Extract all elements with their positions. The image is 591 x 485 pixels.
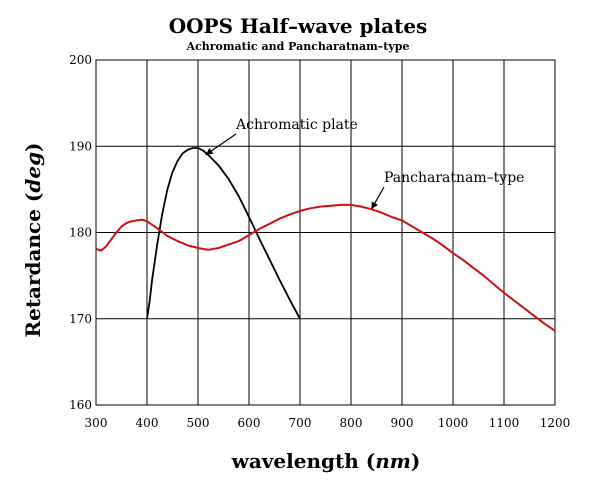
x-tick-label: 1200 [540, 416, 571, 430]
y-tick-label: 170 [69, 312, 92, 326]
y-tick-labels: 160 170 180 190 200 [69, 53, 92, 412]
y-tick-label: 190 [69, 139, 92, 153]
plot-frame [95, 59, 556, 406]
x-tick-label: 1000 [438, 416, 469, 430]
x-tick-label: 900 [391, 416, 414, 430]
chart-title: OOPS Half–wave plates [169, 14, 428, 38]
y-axis-label: Retardance (deg) [21, 142, 45, 337]
chart-subtitle: Achromatic and Pancharatnam–type [186, 40, 410, 53]
x-axis-unit: nm [375, 449, 411, 473]
y-tick-label: 180 [69, 226, 92, 240]
x-tick-label: 1100 [489, 416, 520, 430]
x-axis-label-text: wavelength [231, 449, 360, 473]
x-tick-labels: 300 400 500 600 700 800 900 1000 1100 1200 [85, 416, 571, 430]
annotations: Achromatic plate Pancharatnam–type [205, 117, 524, 210]
x-tick-label: 600 [238, 416, 261, 430]
x-tick-label: 300 [85, 416, 108, 430]
y-axis-unit: deg [21, 152, 45, 193]
x-tick-label: 700 [289, 416, 312, 430]
x-axis-label: wavelength (nm) [231, 449, 421, 473]
x-tick-label: 800 [340, 416, 363, 430]
x-tick-label: 400 [136, 416, 159, 430]
annotation-arrowhead [205, 148, 214, 155]
series-line-pancharatnam [95, 203, 556, 332]
series-line-achromatic [146, 147, 301, 320]
gridlines [95, 59, 556, 406]
series-layer [95, 147, 556, 332]
annotation-arrowhead [371, 201, 378, 210]
y-tick-label: 200 [69, 53, 92, 67]
annotation-label: Pancharatnam–type [384, 170, 524, 186]
annotation-label: Achromatic plate [235, 117, 358, 133]
y-tick-label: 160 [69, 398, 92, 412]
x-tick-label: 500 [187, 416, 210, 430]
y-axis-label-text: Retardance [21, 209, 45, 337]
